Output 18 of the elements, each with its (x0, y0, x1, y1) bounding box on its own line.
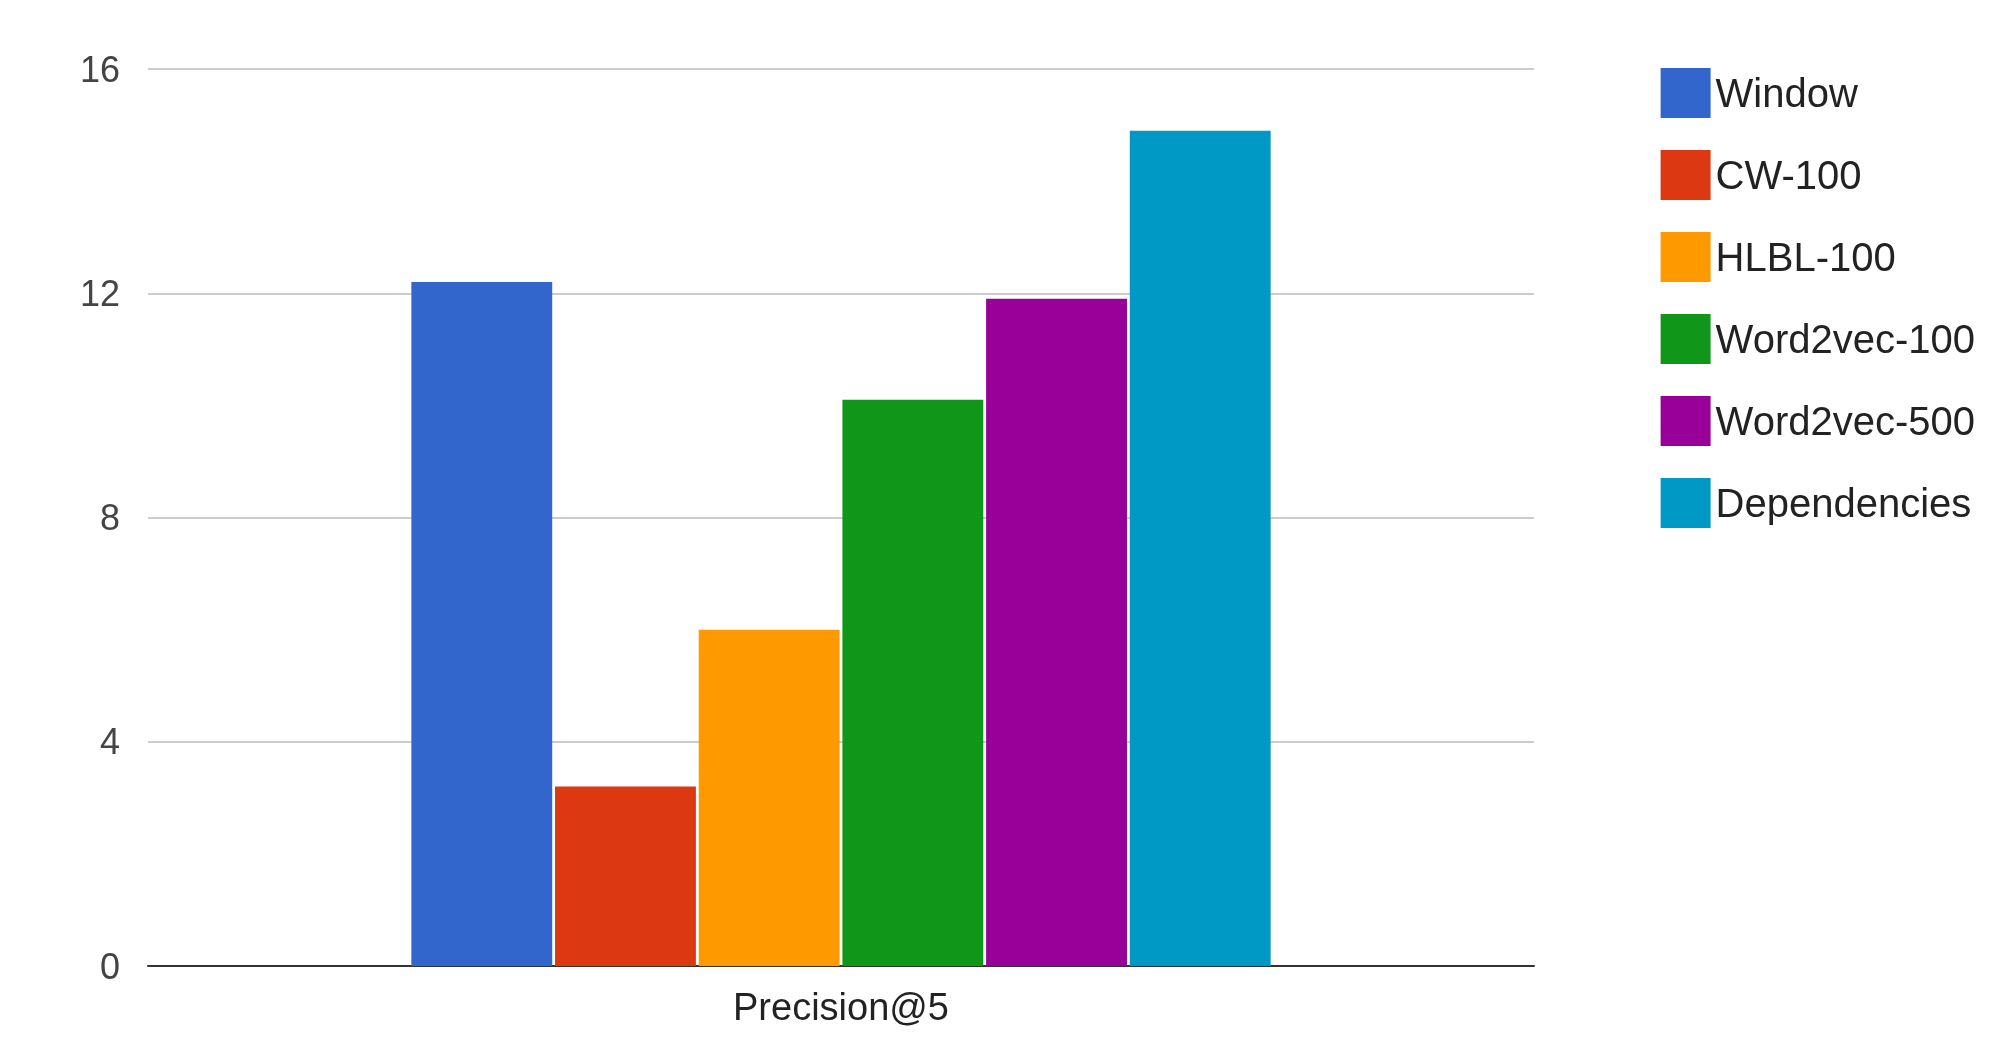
legend-label: Word2vec-500 (1715, 399, 1976, 443)
bar (698, 629, 840, 966)
bar (411, 282, 553, 966)
bar (986, 298, 1127, 966)
y-tick-label: 0 (99, 945, 120, 987)
legend-label: CW-100 (1715, 153, 1862, 197)
legend-label: Word2vec-100 (1715, 317, 1976, 361)
bar (555, 786, 696, 966)
bar (1129, 130, 1271, 966)
y-tick-label: 16 (79, 48, 120, 90)
y-tick-label: 8 (99, 497, 120, 538)
legend-label: Window (1715, 71, 1858, 115)
legend-label: HLBL-100 (1715, 235, 1896, 279)
legend-label: Dependencies (1715, 481, 1972, 525)
x-tick-label: Precision@5 (733, 986, 949, 1028)
y-tick-label: 4 (99, 721, 120, 763)
bar (842, 399, 984, 966)
y-tick-label: 12 (79, 272, 120, 314)
